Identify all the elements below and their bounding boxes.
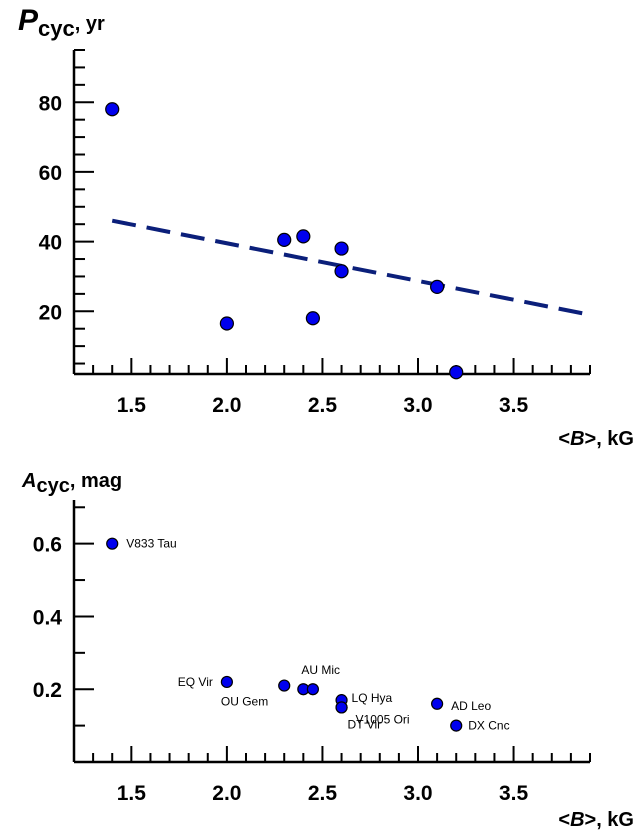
point-label: OU Gem xyxy=(221,695,268,709)
top-data-point xyxy=(277,232,292,247)
bottom-xlabel-open: < xyxy=(558,809,570,831)
top-x-tick-label: 3.0 xyxy=(403,394,432,417)
bottom-xlabel-unit: >, kG xyxy=(585,809,634,831)
bottom-ylabel-unit: , mag xyxy=(70,470,122,492)
top-xlabel-symbol: B xyxy=(570,428,584,450)
trend-line xyxy=(111,218,591,317)
top-xlabel: <B>, kG xyxy=(558,428,634,450)
bottom-data-point xyxy=(306,683,319,696)
bottom-ylabel: Acyc, mag xyxy=(21,470,122,497)
top-data-point xyxy=(334,241,349,256)
top-data-point xyxy=(334,264,349,279)
top-xlabel-unit: >, kG xyxy=(585,428,634,450)
bottom-x-tick-label: 2.5 xyxy=(308,782,338,805)
top-xlabel-open: < xyxy=(558,428,570,450)
bottom-y-tick-label: 0.6 xyxy=(33,534,62,557)
bottom-x-tick-label: 3.0 xyxy=(403,782,432,805)
top-data-point xyxy=(430,279,445,295)
top-data-point xyxy=(296,229,311,244)
point-label: LQ Hya xyxy=(352,691,393,705)
bottom-ylabel-symbol: A xyxy=(21,470,36,492)
point-label: AD Leo xyxy=(451,699,491,713)
top-data-point xyxy=(449,365,464,380)
bottom-x-tick-label: 2.0 xyxy=(212,782,241,805)
bottom-x-tick-label: 3.5 xyxy=(499,782,529,805)
top-y-tick-label: 40 xyxy=(39,232,62,255)
top-y-tick-label: 60 xyxy=(39,162,62,185)
point-label: V1005 Ori xyxy=(356,712,410,726)
bottom-data-point xyxy=(450,719,463,732)
top-data-point xyxy=(305,311,320,326)
bottom-xlabel: <B>, kG xyxy=(558,809,634,831)
top-ylabel-symbol: P xyxy=(18,4,39,37)
bottom-ylabel-subscript: cyc xyxy=(36,475,69,497)
bottom-x-tick-label: 1.5 xyxy=(117,782,147,805)
point-label: DT Vir xyxy=(348,717,382,731)
top-x-tick-label: 2.0 xyxy=(212,394,241,417)
top-ylabel-unit: , yr xyxy=(75,13,105,35)
top-ylabel: Pcyc, yr xyxy=(18,4,105,41)
bottom-data-point xyxy=(220,675,233,689)
bottom-xlabel-symbol: B xyxy=(570,809,584,831)
bottom-y-tick-label: 0.2 xyxy=(33,679,62,702)
top-x-tick-label: 1.5 xyxy=(117,394,147,417)
top-data-point xyxy=(219,316,234,331)
point-label: DX Cnc xyxy=(468,719,509,733)
top-y-tick-label: 20 xyxy=(39,301,62,324)
top-data-point xyxy=(105,102,120,117)
point-label: V833 Tau xyxy=(126,537,177,551)
top-x-tick-label: 2.5 xyxy=(308,394,338,417)
top-ylabel-subscript: cyc xyxy=(38,16,75,41)
top-y-tick-label: 80 xyxy=(39,92,62,115)
point-label: EQ Vir xyxy=(178,675,213,689)
bottom-data-point xyxy=(431,697,444,710)
bottom-y-tick-label: 0.4 xyxy=(33,606,63,629)
point-label: AU Mic xyxy=(301,663,340,677)
bottom-data-point xyxy=(106,537,119,550)
top-x-tick-label: 3.5 xyxy=(499,394,529,417)
bottom-data-point xyxy=(278,679,291,692)
bottom-data-point xyxy=(335,701,348,714)
